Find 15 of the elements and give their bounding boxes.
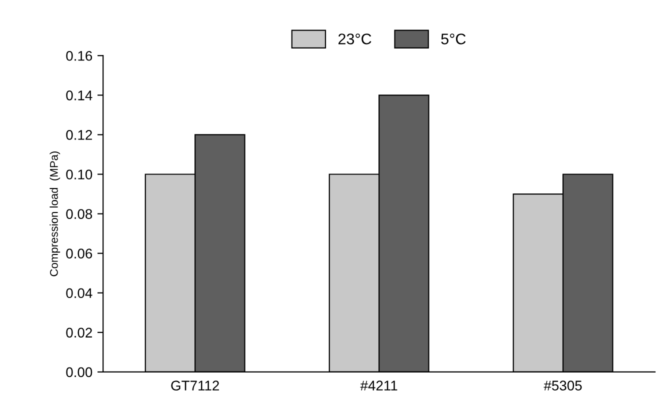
y-tick-label: 0.10 [66,170,92,180]
y-tick-label: 0.12 [66,130,92,140]
x-tick-label: #5305 [544,380,582,391]
y-tick-label: 0.04 [66,288,92,298]
y-tick-label: 0.14 [66,90,92,100]
y-tick-label: 0.02 [66,328,92,338]
legend-label: 23°C [338,34,372,44]
y-tick-label: 0.08 [66,209,92,219]
x-tick-label: GT7112 [171,380,219,391]
legend-label: 5°C [441,34,466,44]
y-tick-label: 0.00 [66,367,92,378]
y-axis-title: Compression load (MPa) [50,151,60,276]
x-tick-label: #4211 [360,380,398,390]
y-tick-label: 0.06 [66,248,92,259]
y-tick-label: 0.16 [66,50,92,61]
